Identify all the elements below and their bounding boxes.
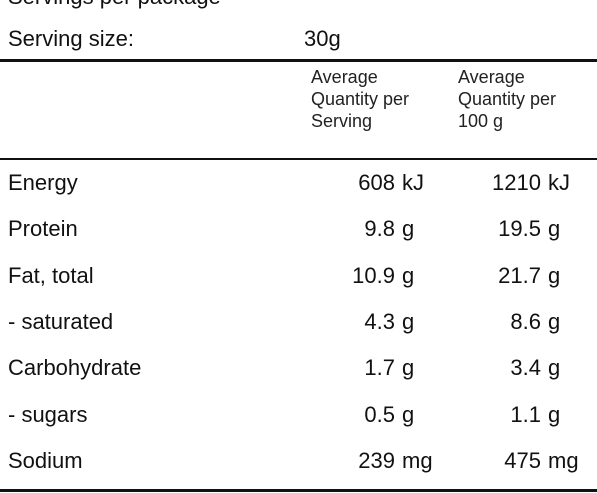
nutrient-name: - saturated [8, 308, 114, 334]
nutrient-name: Sodium [8, 447, 83, 473]
nutrient-row: Protein 9.8 g 19.5 g [0, 209, 597, 249]
nutrient-name: Carbohydrate [8, 355, 142, 381]
per-serving-value: 608 [358, 170, 395, 195]
per-100g-value: 475 [504, 447, 541, 473]
per-serving-value: 0.5 [364, 401, 395, 427]
nutrient-row: - sugars 0.5 g 1.1 g [0, 395, 597, 435]
per-100g-unit: g [548, 308, 561, 334]
per-100g-value: 21.7 [498, 262, 541, 288]
nutrient-row: Energy 608 kJ 1210 kJ [0, 163, 597, 203]
per-100g-unit: kJ [548, 170, 570, 195]
per-serving-value: 10.9 [352, 262, 395, 288]
per-serving-unit: kJ [402, 170, 424, 195]
per-serving-unit: mg [402, 447, 433, 473]
header-divider [0, 59, 597, 62]
serving-size-row: Serving size: 30g [8, 24, 588, 54]
per-100g-value: 8.6 [510, 308, 541, 334]
per-serving-unit: g [402, 401, 415, 427]
nutrient-name: Energy [8, 170, 78, 195]
column-header-per-100g: Average Quantity per 100 g [458, 67, 557, 131]
per-serving-value: 9.8 [364, 216, 395, 242]
table-bottom-rule [0, 489, 597, 492]
per-serving-value: 1.7 [364, 355, 395, 381]
per-100g-value: 1.1 [510, 401, 541, 427]
nutrient-name: Protein [8, 216, 78, 242]
per-serving-unit: g [402, 262, 415, 288]
column-header-divider [0, 158, 597, 160]
serving-size-label: Serving size: [8, 26, 134, 51]
per-serving-value: 239 [358, 447, 395, 473]
serving-size-value: 30g [304, 26, 341, 51]
per-100g-value: 1210 [492, 170, 541, 195]
per-100g-unit: g [548, 262, 561, 288]
per-100g-unit: g [548, 216, 561, 242]
nutrient-name: Fat, total [8, 262, 94, 288]
nutrient-name: - sugars [8, 401, 88, 427]
per-serving-unit: g [402, 308, 415, 334]
column-header-per-serving: Average Quantity per Serving [311, 67, 410, 131]
per-100g-unit: g [548, 401, 561, 427]
per-100g-value: 3.4 [510, 355, 541, 381]
per-serving-value: 4.3 [364, 308, 395, 334]
nutrient-row: Fat, total 10.9 g 21.7 g [0, 256, 597, 296]
per-serving-unit: g [402, 355, 415, 381]
per-100g-unit: mg [548, 447, 579, 473]
nutrient-row: - saturated 4.3 g 8.6 g [0, 302, 597, 342]
per-serving-unit: g [402, 216, 415, 242]
nutrient-row: Carbohydrate 1.7 g 3.4 g [0, 348, 597, 388]
nutrient-row: Sodium 239 mg 475 mg [0, 441, 597, 481]
per-100g-unit: g [548, 355, 561, 381]
per-100g-value: 19.5 [498, 216, 541, 242]
